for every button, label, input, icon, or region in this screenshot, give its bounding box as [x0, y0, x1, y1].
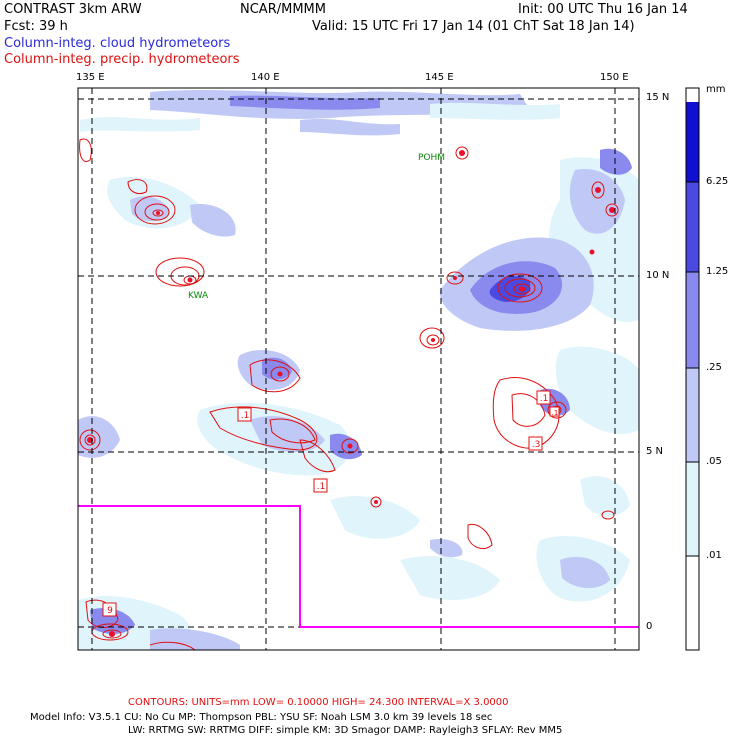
colorbar-bin	[686, 368, 699, 462]
lon-tick-label: 135 E	[76, 72, 105, 83]
lat-tick-label: 0	[646, 621, 653, 632]
init-time: Init: 00 UTC Thu 16 Jan 14	[518, 2, 688, 17]
contour-label: .1	[552, 409, 559, 417]
nested-domain-outline	[78, 505, 639, 628]
valid-time: Valid: 15 UTC Fri 17 Jan 14 (01 ChT Sat …	[312, 19, 635, 34]
colorbar-level: .05	[706, 456, 722, 467]
contour-label: .1	[540, 394, 549, 404]
cloud-fill-layer	[78, 90, 639, 650]
colorbar-bin	[686, 556, 699, 650]
lat-tick-label: 10 N	[646, 270, 670, 281]
contour-field-label: Column-integ. precip. hydrometeors	[4, 52, 240, 67]
contour-label-boxes	[102, 390, 560, 617]
colorbar-level: .25	[706, 362, 722, 373]
contour-label: 9	[107, 606, 113, 616]
center-title: NCAR/MMMM	[240, 2, 326, 17]
colorbar-level: 1.25	[706, 266, 729, 277]
colorbar-unit: mm	[706, 84, 726, 95]
colorbar-bin	[686, 272, 699, 368]
precip-contour-layer	[79, 138, 619, 650]
colorbar-level: 6.25	[706, 176, 729, 187]
model-info-line-1: Model Info: V3.5.1 CU: No Cu MP: Thompso…	[30, 712, 493, 723]
colorbar-level: .01	[706, 550, 722, 561]
contours-info: CONTOURS: UNITS=mm LOW= 0.10000 HIGH= 24…	[128, 697, 509, 708]
station-label-pohm: POHM	[418, 153, 445, 163]
fill-field-label: Column-integ. cloud hydrometeors	[4, 36, 231, 51]
station-label-kwa: KWA	[188, 291, 209, 301]
model-info-line-2: LW: RRTMG SW: RRTMG DIFF: simple KM: 3D …	[128, 725, 563, 736]
lon-tick-label: 150 E	[600, 72, 629, 83]
station-labels: POHM KWA	[188, 153, 445, 301]
forecast-hour: Fcst: 39 h	[4, 19, 68, 34]
contour-label: .1	[317, 482, 326, 492]
lat-tick-label: 15 N	[646, 92, 670, 103]
colorbar-bin	[686, 462, 699, 556]
lat-tick-label: 5 N	[646, 446, 664, 457]
lon-tick-label: 145 E	[425, 72, 454, 83]
colorbar	[685, 87, 700, 651]
plot-frame	[77, 87, 640, 651]
contour-label: .3	[532, 440, 541, 450]
contour-label-texts: .1 .1 .1 .3 .1 9	[107, 394, 558, 616]
lon-tick-label: 140 E	[251, 72, 280, 83]
model-title: CONTRAST 3km ARW	[4, 2, 142, 17]
colorbar-bin	[686, 102, 699, 182]
colorbar-bin	[686, 182, 699, 272]
contour-label: .1	[241, 411, 250, 421]
